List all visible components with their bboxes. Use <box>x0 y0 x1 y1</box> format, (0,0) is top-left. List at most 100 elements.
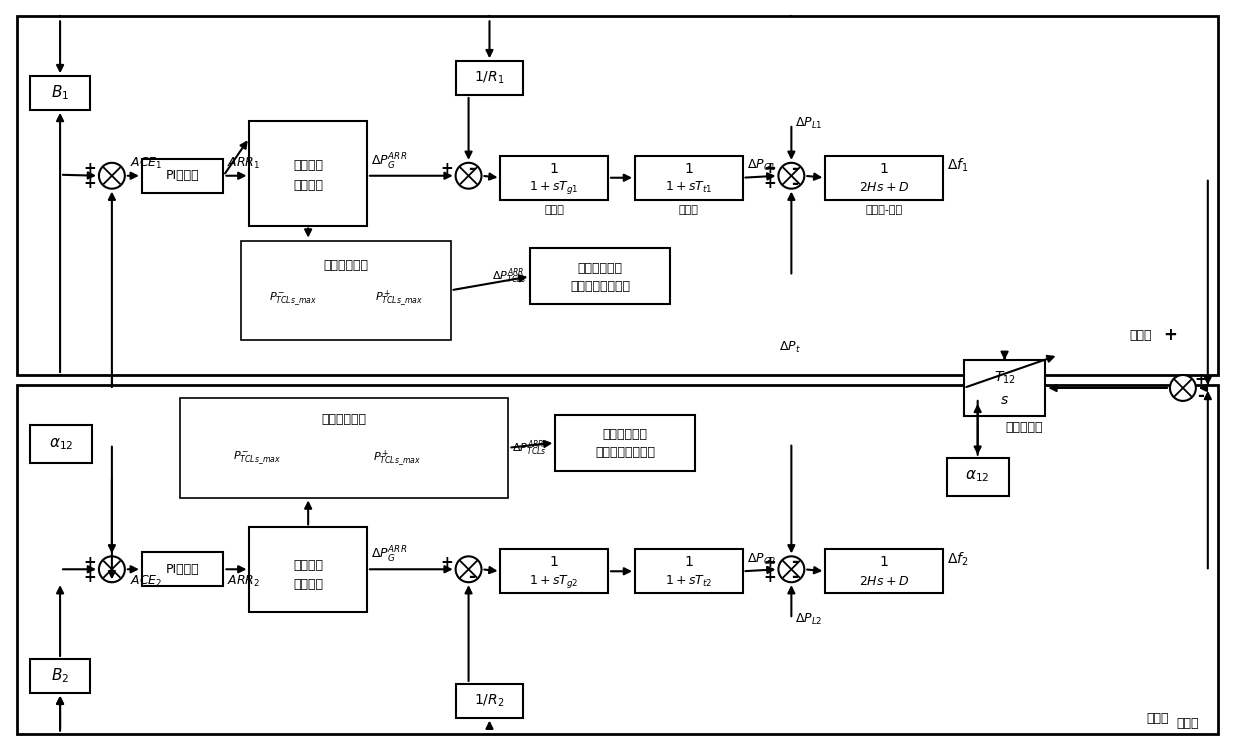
Text: 区域二: 区域二 <box>1177 717 1199 730</box>
Bar <box>30 424 92 463</box>
Text: 分区动态: 分区动态 <box>294 559 323 572</box>
Text: 可调容量限值: 可调容量限值 <box>322 413 367 426</box>
Text: +: + <box>1163 326 1177 344</box>
Bar <box>456 62 523 95</box>
Text: $B_2$: $B_2$ <box>51 667 69 686</box>
Bar <box>141 159 223 193</box>
Text: $\Delta f_1$: $\Delta f_1$ <box>947 157 969 175</box>
Text: $P^+_{TCLs\_max}$: $P^+_{TCLs\_max}$ <box>374 288 422 308</box>
Bar <box>17 385 1218 734</box>
Circle shape <box>99 556 125 582</box>
Text: $\Delta P_G^{ARR}$: $\Delta P_G^{ARR}$ <box>370 152 408 172</box>
Text: $1+sT_{g1}$: $1+sT_{g1}$ <box>529 179 579 196</box>
Bar <box>30 76 90 110</box>
Text: 发电机-负荷: 发电机-负荷 <box>866 205 902 214</box>
Text: $\Delta P_t$: $\Delta P_t$ <box>779 340 802 355</box>
Bar <box>634 549 742 593</box>
Text: +: + <box>1194 373 1207 388</box>
Text: 1: 1 <box>550 162 559 176</box>
Text: +: + <box>763 570 776 585</box>
Text: $\Delta P_{L2}$: $\Delta P_{L2}$ <box>795 611 823 627</box>
Text: +: + <box>83 555 97 570</box>
Text: PI控制器: PI控制器 <box>166 562 199 576</box>
Bar <box>634 156 742 200</box>
Text: 联络线模型: 联络线模型 <box>1006 422 1043 434</box>
Text: 区域一: 区域一 <box>1130 328 1152 342</box>
Text: 功率分配: 功率分配 <box>294 179 323 192</box>
Bar <box>180 398 508 497</box>
Circle shape <box>778 556 804 582</box>
Text: -: - <box>790 175 798 193</box>
Text: $1/R_1$: $1/R_1$ <box>475 70 504 86</box>
Text: $ACE_2$: $ACE_2$ <box>130 574 162 589</box>
Text: $1+sT_{t2}$: $1+sT_{t2}$ <box>665 574 712 589</box>
Bar <box>947 458 1009 496</box>
Bar <box>249 527 367 612</box>
Circle shape <box>99 163 125 189</box>
Bar <box>141 552 223 586</box>
Text: 1: 1 <box>684 162 693 176</box>
Text: +: + <box>440 161 453 176</box>
Circle shape <box>1170 375 1196 401</box>
Text: $P^+_{TCLs\_max}$: $P^+_{TCLs\_max}$ <box>373 448 421 468</box>
Text: 功率响应控制模块: 功率响应控制模块 <box>570 280 631 292</box>
Text: $\Delta P_{G2}$: $\Delta P_{G2}$ <box>747 552 776 567</box>
Text: -: - <box>790 554 798 572</box>
Text: 汽轮机: 汽轮机 <box>679 205 699 214</box>
Text: $1+sT_{t1}$: $1+sT_{t1}$ <box>665 180 712 195</box>
Text: $\Delta f_2$: $\Delta f_2$ <box>947 550 969 568</box>
Text: $\Delta P_G^{ARR}$: $\Delta P_G^{ARR}$ <box>370 545 408 566</box>
Text: 分区动态: 分区动态 <box>294 159 323 172</box>
Text: $\Delta P_{TCLs}^{ARR}$: $\Delta P_{TCLs}^{ARR}$ <box>513 438 548 458</box>
Text: $1/R_2$: $1/R_2$ <box>475 692 504 709</box>
Bar <box>501 156 608 200</box>
Bar <box>555 415 695 471</box>
Text: 1: 1 <box>550 555 559 569</box>
Text: -: - <box>468 568 475 586</box>
Text: $\Delta P_{TCLs}^{ARR}$: $\Delta P_{TCLs}^{ARR}$ <box>492 266 527 286</box>
Text: $ACE_1$: $ACE_1$ <box>130 156 162 171</box>
Text: 集群温控负荷: 集群温控负荷 <box>602 428 648 441</box>
Text: +: + <box>440 555 453 570</box>
Text: 1: 1 <box>880 555 888 569</box>
Text: $\alpha_{12}$: $\alpha_{12}$ <box>48 436 73 451</box>
Text: $B_1$: $B_1$ <box>51 84 69 103</box>
Bar <box>249 121 367 226</box>
Text: 区域二: 区域二 <box>1147 712 1170 725</box>
Text: 集群温控负荷: 集群温控负荷 <box>577 262 622 275</box>
Text: 可调容量限值: 可调容量限值 <box>323 259 368 272</box>
Text: $P^-_{TCLs\_max}$: $P^-_{TCLs\_max}$ <box>269 290 317 307</box>
Text: $1+sT_{g2}$: $1+sT_{g2}$ <box>529 573 579 590</box>
Text: $P^-_{TCLs\_max}$: $P^-_{TCLs\_max}$ <box>233 449 281 466</box>
Circle shape <box>456 556 482 582</box>
Bar <box>242 241 451 340</box>
Text: +: + <box>763 555 776 570</box>
Text: 功率响应控制模块: 功率响应控制模块 <box>595 446 655 459</box>
Text: PI控制器: PI控制器 <box>166 170 199 182</box>
Text: $s$: $s$ <box>1000 393 1009 407</box>
Text: 功率分配: 功率分配 <box>294 578 323 591</box>
Circle shape <box>778 163 804 189</box>
Text: -: - <box>790 160 798 178</box>
Text: -: - <box>1197 387 1204 405</box>
Bar <box>17 16 1218 375</box>
Bar <box>456 684 523 718</box>
Text: $\Delta P_{G1}$: $\Delta P_{G1}$ <box>747 158 776 173</box>
Bar <box>825 549 943 593</box>
Text: -: - <box>468 160 475 178</box>
Text: $T_{12}$: $T_{12}$ <box>994 370 1016 386</box>
Text: $ARR_1$: $ARR_1$ <box>228 156 260 171</box>
Text: $\alpha_{12}$: $\alpha_{12}$ <box>965 469 990 484</box>
Text: +: + <box>83 570 97 585</box>
Bar <box>30 659 90 693</box>
Bar <box>964 360 1046 416</box>
Text: -: - <box>790 568 798 586</box>
Text: $2Hs+D$: $2Hs+D$ <box>859 182 909 194</box>
Text: $\Delta P_{L1}$: $\Delta P_{L1}$ <box>795 116 823 131</box>
Text: +: + <box>83 161 97 176</box>
Circle shape <box>456 163 482 189</box>
Text: 1: 1 <box>880 162 888 176</box>
Text: +: + <box>763 161 776 176</box>
Text: +: + <box>83 176 97 191</box>
Bar <box>825 156 943 200</box>
